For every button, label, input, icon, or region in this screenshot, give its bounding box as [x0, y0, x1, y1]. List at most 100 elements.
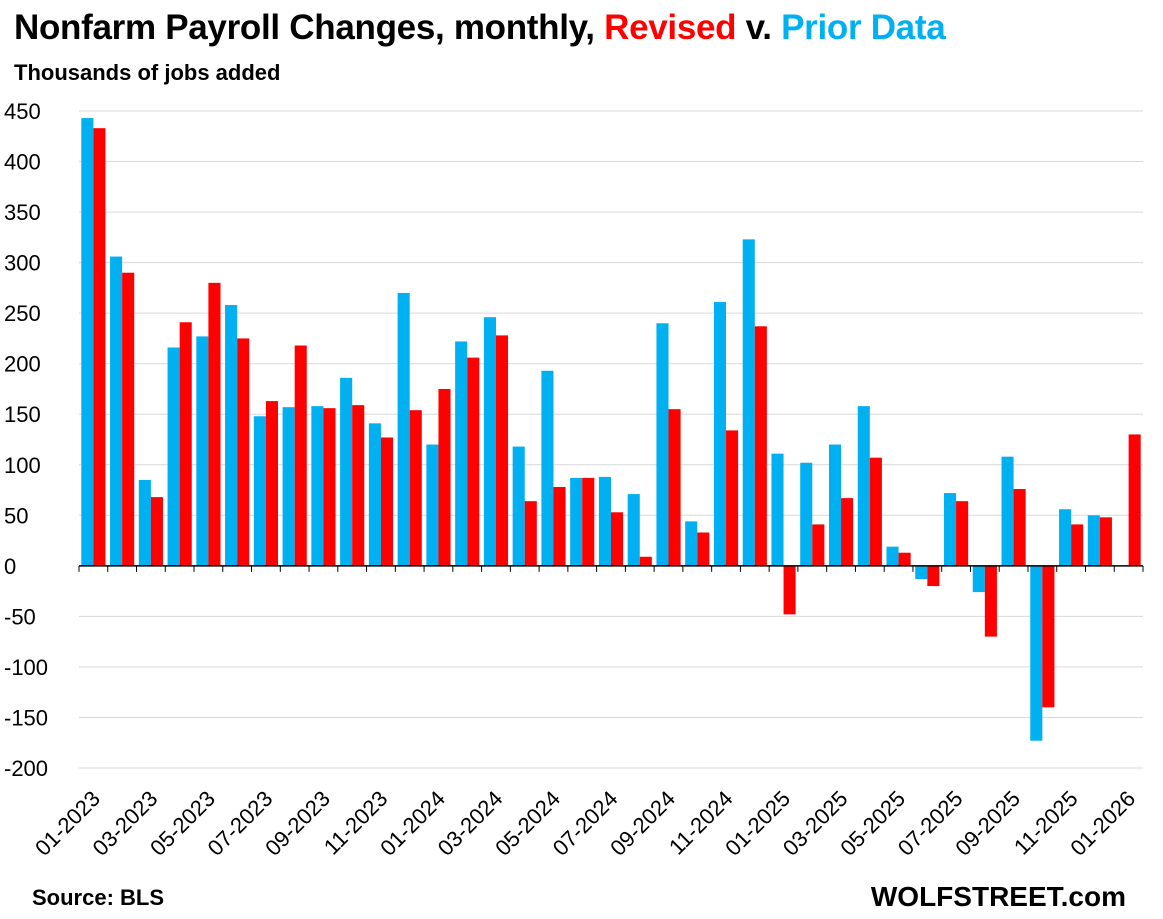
revised-bar-06-2024 — [582, 477, 595, 566]
prior-bar-05-2024 — [541, 370, 554, 566]
revised-bar-12-2024 — [754, 326, 767, 566]
revised-bar-09-2024 — [668, 409, 681, 566]
prior-bar-03-2024 — [483, 317, 496, 566]
prior-bar-11-2023 — [368, 423, 381, 566]
revised-bar-05-2023 — [208, 282, 221, 566]
prior-bar-03-2025 — [828, 444, 842, 566]
prior-bar-12-2025 — [1087, 515, 1100, 566]
prior-bar-01-2024 — [426, 444, 439, 566]
y-tick-label: 450 — [4, 99, 41, 124]
revised-bar-11-2025 — [1071, 524, 1084, 566]
prior-bar-09-2024 — [656, 323, 669, 566]
brand-watermark: WOLFSTREET.com — [870, 881, 1126, 912]
revised-bar-10-2024 — [697, 532, 710, 566]
y-tick-label: 0 — [4, 554, 16, 579]
prior-bar-09-2023 — [311, 406, 324, 566]
revised-bar-06-2023 — [237, 338, 250, 566]
prior-bar-01-2023 — [81, 118, 94, 566]
prior-bar-07-2025 — [944, 493, 957, 566]
revised-bar-12-2023 — [409, 410, 422, 566]
revised-bar-01-2023 — [93, 128, 106, 566]
y-tick-label: 300 — [4, 251, 41, 276]
prior-bar-04-2025 — [857, 406, 870, 566]
revised-bar-04-2025 — [869, 457, 882, 566]
revised-bar-02-2025 — [812, 524, 825, 566]
revised-bar-05-2025 — [898, 552, 911, 566]
title-prior: Prior Data — [781, 8, 946, 47]
x-tick-label: 09-2025 — [950, 786, 1025, 861]
prior-bar-08-2025 — [972, 565, 985, 593]
prior-bar-11-2024 — [713, 302, 727, 566]
prior-bar-06-2024 — [570, 477, 583, 566]
revised-bar-05-2024 — [553, 487, 566, 566]
prior-bar-07-2023 — [253, 416, 266, 566]
y-tick-label: -150 — [4, 705, 48, 730]
revised-bar-11-2023 — [380, 437, 394, 566]
revised-bar-07-2023 — [265, 401, 278, 566]
prior-bar-08-2024 — [627, 494, 640, 566]
y-tick-label: 350 — [4, 200, 41, 225]
chart-title: Nonfarm Payroll Changes, monthly, Revise… — [14, 8, 946, 48]
revised-bar-04-2024 — [524, 501, 537, 566]
y-tick-label: -50 — [4, 604, 36, 629]
revised-bar-12-2025 — [1099, 517, 1112, 566]
revised-bar-07-2025 — [956, 501, 969, 566]
prior-bar-10-2025 — [1030, 565, 1043, 741]
prior-bar-04-2024 — [512, 446, 525, 566]
y-axis: 450 400 350 300 250 200 150 100 50 0 -50 -100 -150 -2… — [4, 99, 48, 781]
y-tick-label: 250 — [4, 301, 41, 326]
title-prefix: Nonfarm Payroll Changes, monthly, — [14, 8, 605, 47]
y-tick-label: -100 — [4, 655, 48, 680]
revised-bar-09-2025 — [1013, 489, 1026, 566]
revised-bar-03-2024 — [495, 335, 509, 566]
x-tick-label: 01-2026 — [1065, 786, 1140, 861]
prior-bar-05-2023 — [196, 336, 209, 566]
title-middle: v. — [736, 8, 782, 47]
y-tick-label: -200 — [4, 756, 48, 781]
prior-bar-04-2023 — [167, 347, 180, 566]
prior-bar-09-2025 — [1001, 456, 1014, 566]
revised-bar-02-2023 — [122, 272, 135, 566]
revised-bar-04-2023 — [179, 322, 192, 566]
revised-bar-08-2023 — [294, 345, 307, 566]
prior-bar-08-2023 — [282, 407, 295, 566]
revised-bar-01-2024 — [438, 388, 451, 566]
prior-bar-11-2025 — [1059, 509, 1072, 566]
x-tick-label: 09-2023 — [260, 786, 335, 861]
prior-bar-10-2023 — [340, 377, 353, 566]
x-tick-label: 09-2024 — [605, 786, 680, 861]
prior-bar-07-2024 — [598, 476, 611, 566]
prior-bar-05-2025 — [886, 546, 899, 566]
y-tick-label: 200 — [4, 352, 41, 377]
revised-bar-01-2025 — [783, 565, 796, 615]
revised-bar-10-2023 — [352, 405, 365, 566]
prior-bar-03-2023 — [138, 479, 151, 566]
revised-bar-07-2024 — [611, 512, 624, 566]
y-tick-label: 50 — [4, 503, 28, 528]
prior-bar-02-2023 — [110, 256, 123, 566]
title-revised: Revised — [604, 8, 737, 47]
revised-bar-06-2025 — [927, 565, 940, 587]
revised-bar-10-2025 — [1042, 565, 1055, 708]
revised-bar-11-2024 — [726, 430, 739, 566]
revised-bar-02-2024 — [467, 357, 480, 566]
prior-bar-01-2025 — [771, 453, 784, 566]
prior-bar-10-2024 — [685, 521, 698, 566]
bars — [81, 118, 1141, 741]
revised-bar-01-2026 — [1128, 434, 1141, 566]
x-axis: 01-202303-202305-202307-202309-202311-20… — [30, 565, 1144, 861]
y-tick-label: 100 — [4, 453, 41, 478]
revised-bar-03-2025 — [841, 498, 854, 566]
prior-bar-06-2023 — [225, 305, 238, 566]
chart-subtitle: Thousands of jobs added — [14, 60, 281, 85]
prior-bar-12-2024 — [742, 239, 755, 566]
prior-bar-02-2024 — [455, 341, 468, 566]
prior-bar-06-2025 — [915, 565, 928, 579]
prior-bar-12-2023 — [397, 292, 410, 566]
revised-bar-03-2023 — [150, 497, 163, 566]
revised-bar-08-2024 — [639, 556, 652, 566]
revised-bar-08-2025 — [984, 565, 997, 637]
source-note: Source: BLS — [32, 885, 165, 910]
y-tick-label: 400 — [4, 150, 41, 175]
